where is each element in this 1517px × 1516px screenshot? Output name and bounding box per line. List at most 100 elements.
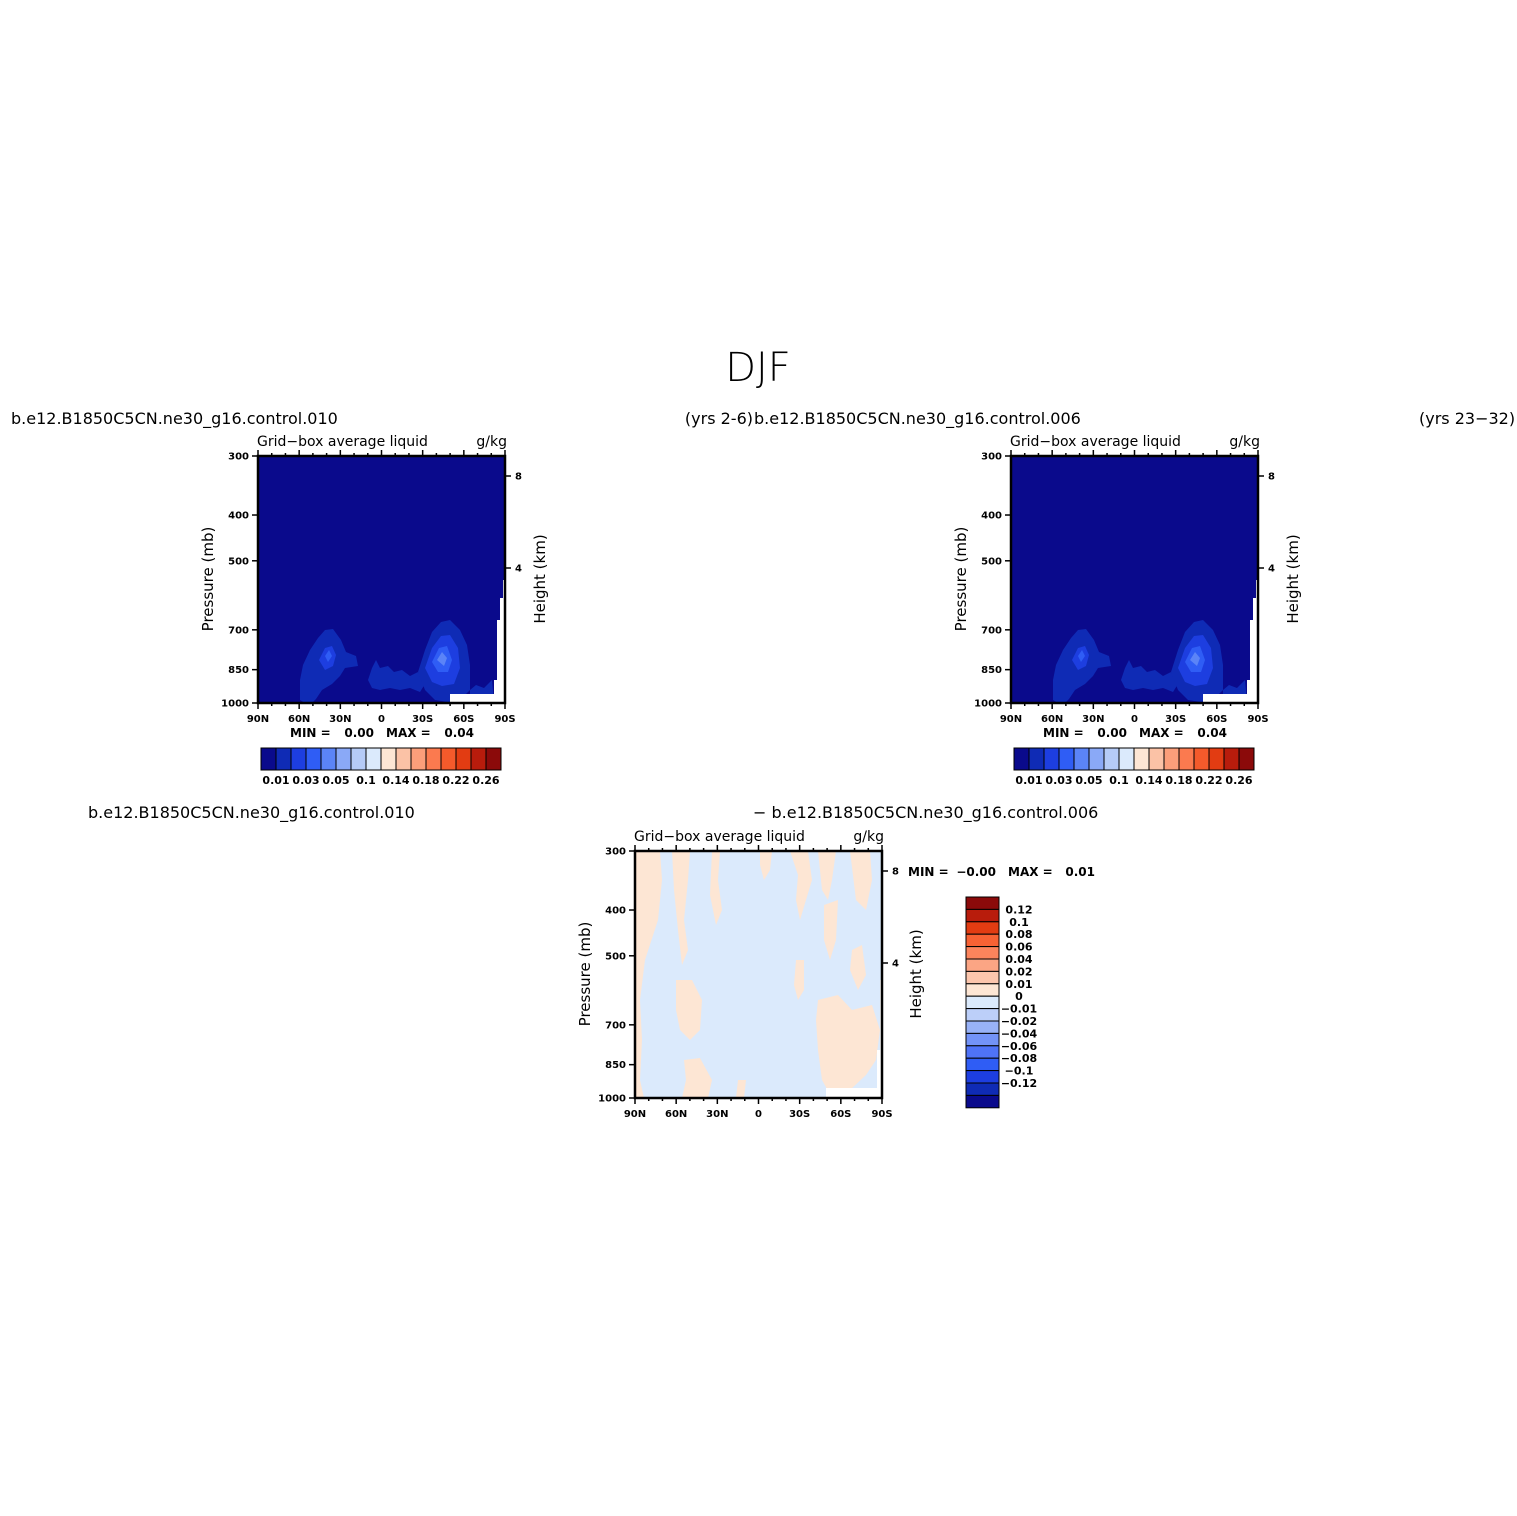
panel-3-max-value: 0.01: [1065, 865, 1095, 879]
panel-2-missing-right: [1203, 580, 1258, 703]
panel-1-axes: 300 400 500 700 850 1000 8 4 90N 60N 30N 0 30S 60S 90S: [221, 450, 522, 725]
panel-2-left-label: b.e12.B1850C5CN.ne30_g16.control.006: [754, 409, 1081, 429]
panel-3-colorbar-box-7: [965, 983, 1000, 997]
panel-1-colorbar-box-2: [290, 747, 307, 771]
panel-1-colorbar-box-0: [260, 747, 277, 771]
panel-1-units: g/kg: [476, 434, 507, 450]
panel-3-contour-h: [818, 851, 836, 900]
panel-1-colorbar-box-5: [335, 747, 352, 771]
panel-2-colorbar-label-2: 0.05: [1075, 774, 1102, 787]
panel-2-y2-axis-label: Height (km): [1284, 534, 1302, 623]
panel-2-ytick-label-300: 300: [981, 452, 1002, 463]
panel-2-colorbar-box-15: [1238, 747, 1255, 771]
panel-3-colorbar-box-0: [965, 896, 1000, 910]
panel-3-colorbar-box-15: [965, 1082, 1000, 1096]
panel-3-colorbar-label-3: 0.06: [1005, 941, 1032, 954]
panel-2-colorbar-box-1: [1028, 747, 1045, 771]
panel-2-colorbar-box-4: [1073, 747, 1090, 771]
panel-2-colorbar-box-7: [1118, 747, 1135, 771]
panel-3-colorbar-box-13: [965, 1057, 1000, 1072]
panel-1-colorbar-box-6: [350, 747, 367, 771]
panel-2-colorbar-box-12: [1193, 747, 1210, 771]
panel-3-contour-k: [816, 995, 880, 1098]
panel-3-units: g/kg: [853, 829, 884, 845]
panel-1-colorbar-box-9: [395, 747, 412, 771]
panel-2-xtick-label-30S: 30S: [1165, 714, 1186, 725]
panel-3-colorbar-box-6: [965, 970, 1000, 985]
panel-3-contour-a: [635, 851, 662, 1098]
panel-2-xtick-label-90N: 90N: [1000, 714, 1022, 725]
panel-1-y-axis-label: Pressure (mb): [199, 527, 217, 632]
panel-1-colorbar-label-7: 0.26: [472, 774, 499, 787]
panel-2-xtick-label-60N: 60N: [1041, 714, 1063, 725]
panel-3-y2tick-label-8: 8: [892, 867, 899, 878]
panel-2-colorbar: 0.01 0.03 0.05 0.1 0.14 0.18 0.22 0.26: [1013, 747, 1255, 787]
panel-3-xtick-label-60S: 60S: [830, 1109, 851, 1120]
panel-2-max-label: MAX =: [1139, 726, 1184, 740]
panel-1-colorbar-box-11: [425, 747, 442, 771]
panel-1-colorbar-box-1: [275, 747, 292, 771]
panel-2-plot-field: [1011, 456, 1258, 703]
panel-2-colorbar-label-4: 0.14: [1135, 774, 1162, 787]
panel-2-colorbar-label-1: 0.03: [1045, 774, 1072, 787]
panel-3-colorbar-label-5: 0.02: [1005, 965, 1032, 978]
panel-3-colorbar-box-3: [965, 933, 1000, 948]
panel-1-xtick-label-30S: 30S: [412, 714, 433, 725]
panel-2-colorbar-box-9: [1148, 747, 1165, 771]
panel-1-xtick-label-60N: 60N: [288, 714, 310, 725]
panel-1-colorbar-box-7: [365, 747, 382, 771]
panel-2-colorbar-box-11: [1178, 747, 1195, 771]
panel-3-colorbar-label-6: 0.01: [1005, 978, 1032, 991]
panel-3-contour-l: [850, 851, 872, 910]
panel-1-contour-tropics: [368, 660, 425, 692]
panel-2-colorbar-box-5: [1088, 747, 1105, 771]
panel-3-xtick-label-30S: 30S: [789, 1109, 810, 1120]
panel-3-colorbar-box-11: [965, 1032, 1000, 1047]
panel-1-y2tick-label-4: 4: [515, 564, 522, 575]
panel-1-ytick-label-1000: 1000: [221, 699, 249, 710]
panel-3-left-label: b.e12.B1850C5CN.ne30_g16.control.010: [88, 803, 415, 823]
panel-2-colorbar-box-10: [1163, 747, 1180, 771]
panel-1-colorbar-label-1: 0.03: [292, 774, 319, 787]
panel-2-colorbar-box-0: [1013, 747, 1030, 771]
panel-1-colorbar-label-0: 0.01: [262, 774, 289, 787]
panel-2-ytick-label-400: 400: [981, 511, 1002, 522]
panel-3-xtick-label-0: 0: [755, 1109, 762, 1120]
panel-1-ytick-label-500: 500: [228, 556, 249, 567]
panel-3-contour-d: [682, 1058, 712, 1098]
panel-3-ytick-label-300: 300: [605, 847, 626, 858]
panel-3-xtick-label-30N: 30N: [706, 1109, 728, 1120]
panel-2-units: g/kg: [1229, 434, 1260, 450]
panel-3-contour-i: [824, 900, 838, 960]
panel-3-colorbar-box-14: [965, 1070, 1000, 1084]
panel-1-colorbar: 0.01 0.03 0.05 0.1 0.14 0.18 0.22 0.26: [260, 747, 502, 787]
panel-3-contours: [635, 851, 880, 1098]
panel-1-xtick-label-0: 0: [378, 714, 385, 725]
panel-2-min-value: 0.00: [1097, 726, 1127, 740]
panel-1-contours: [300, 580, 505, 703]
panel-2-axes: 300 400 500 700 850 1000 8 4 90N 60N 30N 0 30S 60S 90S: [974, 450, 1275, 725]
panel-3-min-value: −0.00: [956, 865, 996, 879]
panel-3-contour-f: [760, 851, 772, 880]
panel-1-colorbar-label-2: 0.05: [322, 774, 349, 787]
panel-3-xtick-label-60N: 60N: [665, 1109, 687, 1120]
panel-3-plot-field: [635, 851, 882, 1098]
panel-2: b.e12.B1850C5CN.ne30_g16.control.006 (yr…: [754, 409, 1515, 787]
panel-3-colorbar-box-12: [965, 1045, 1000, 1059]
panel-1-colorbar-box-8: [380, 747, 397, 771]
panel-2-ytick-label-500: 500: [981, 556, 1002, 567]
panel-1-contour-sh-core: [437, 652, 447, 666]
panel-3-colorbar-box-2: [965, 921, 1000, 935]
panel-1-min-label: MIN =: [290, 726, 331, 740]
panel-1-missing-right: [450, 580, 505, 703]
panel-3-y2tick-label-4: 4: [892, 959, 899, 970]
panel-2-contour-sh-core: [1190, 652, 1200, 666]
panel-2-colorbar-box-14: [1223, 747, 1240, 771]
panel-2-xtick-label-60S: 60S: [1206, 714, 1227, 725]
panel-3-contour-g: [790, 851, 812, 920]
panel-2-y-axis-label: Pressure (mb): [952, 527, 970, 632]
panel-3-ytick-label-1000: 1000: [598, 1094, 626, 1105]
panel-1-colorbar-box-14: [470, 747, 487, 771]
panel-3-contour-m: [850, 945, 866, 990]
